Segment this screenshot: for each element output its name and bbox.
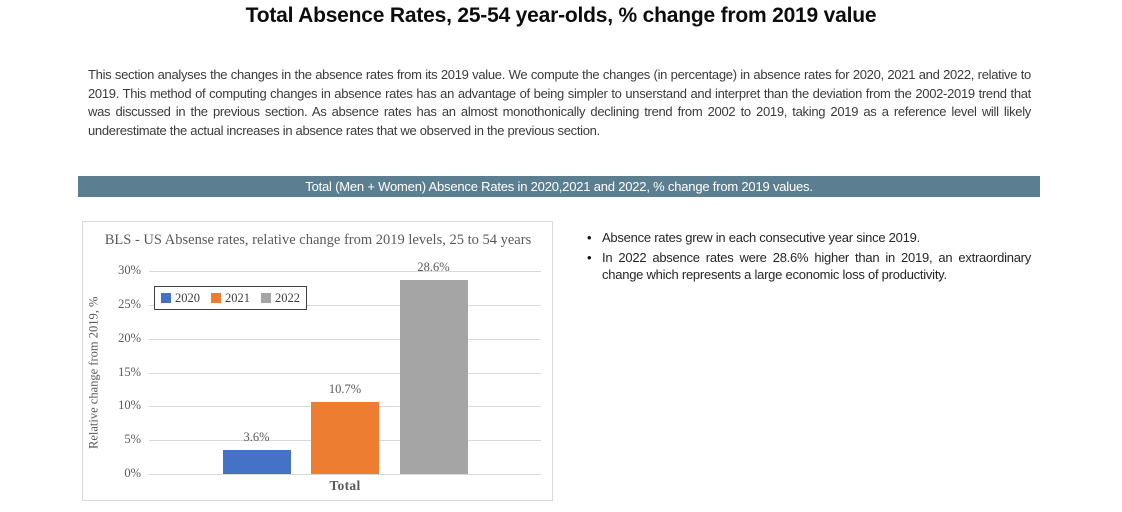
- chart-legend: 2020 2021 2022: [154, 286, 307, 310]
- gridline: [149, 304, 541, 306]
- bar-2020: [222, 449, 291, 474]
- bar-chart: BLS - US Absense rates, relative change …: [82, 221, 553, 501]
- y-tick-label: 10%: [118, 398, 141, 413]
- legend-label: 2022: [275, 290, 300, 305]
- legend-swatch-2020: [161, 293, 171, 303]
- y-tick-label: 30%: [118, 263, 141, 277]
- chart-title: BLS - US Absense rates, relative change …: [104, 232, 532, 248]
- legend-swatch-2022: [261, 293, 271, 303]
- bar-value-label: 3.6%: [243, 429, 270, 444]
- bar-2022: [399, 280, 468, 474]
- legend-label: 2021: [225, 290, 250, 305]
- bar-value-label: 28.6%: [417, 260, 450, 275]
- bullet-item: In 2022 absence rates were 28.6% higher …: [585, 249, 1031, 284]
- y-tick-label: 0%: [124, 466, 141, 480]
- legend-item-2020: 2020: [161, 291, 200, 306]
- section-banner: Total (Men + Women) Absence Rates in 202…: [78, 176, 1040, 197]
- legend-label: 2020: [175, 290, 200, 305]
- y-tick-label: 15%: [118, 364, 141, 379]
- intro-paragraph: This section analyses the changes in the…: [88, 67, 1031, 138]
- bar-value-label: 10.7%: [328, 381, 362, 396]
- x-category-label: Total: [329, 478, 361, 493]
- y-tick-label: 25%: [118, 296, 141, 311]
- bullet-list: Absence rates grew in each consecutive y…: [585, 229, 1031, 284]
- y-tick-label: 20%: [118, 330, 141, 345]
- gridline: [149, 372, 541, 374]
- page-title: Total Absence Rates, 25-54 year-olds, % …: [245, 4, 877, 27]
- y-tick-label: 5%: [124, 432, 141, 447]
- legend-swatch-2021: [211, 293, 221, 303]
- key-findings: Absence rates grew in each consecutive y…: [585, 229, 1031, 286]
- gridline: [149, 338, 541, 340]
- legend-item-2022: 2022: [261, 291, 300, 306]
- gridline: [149, 271, 541, 272]
- bullet-item: Absence rates grew in each consecutive y…: [585, 229, 1031, 247]
- gridline: [149, 474, 541, 475]
- legend-item-2021: 2021: [211, 291, 250, 306]
- bar-2021: [311, 401, 379, 474]
